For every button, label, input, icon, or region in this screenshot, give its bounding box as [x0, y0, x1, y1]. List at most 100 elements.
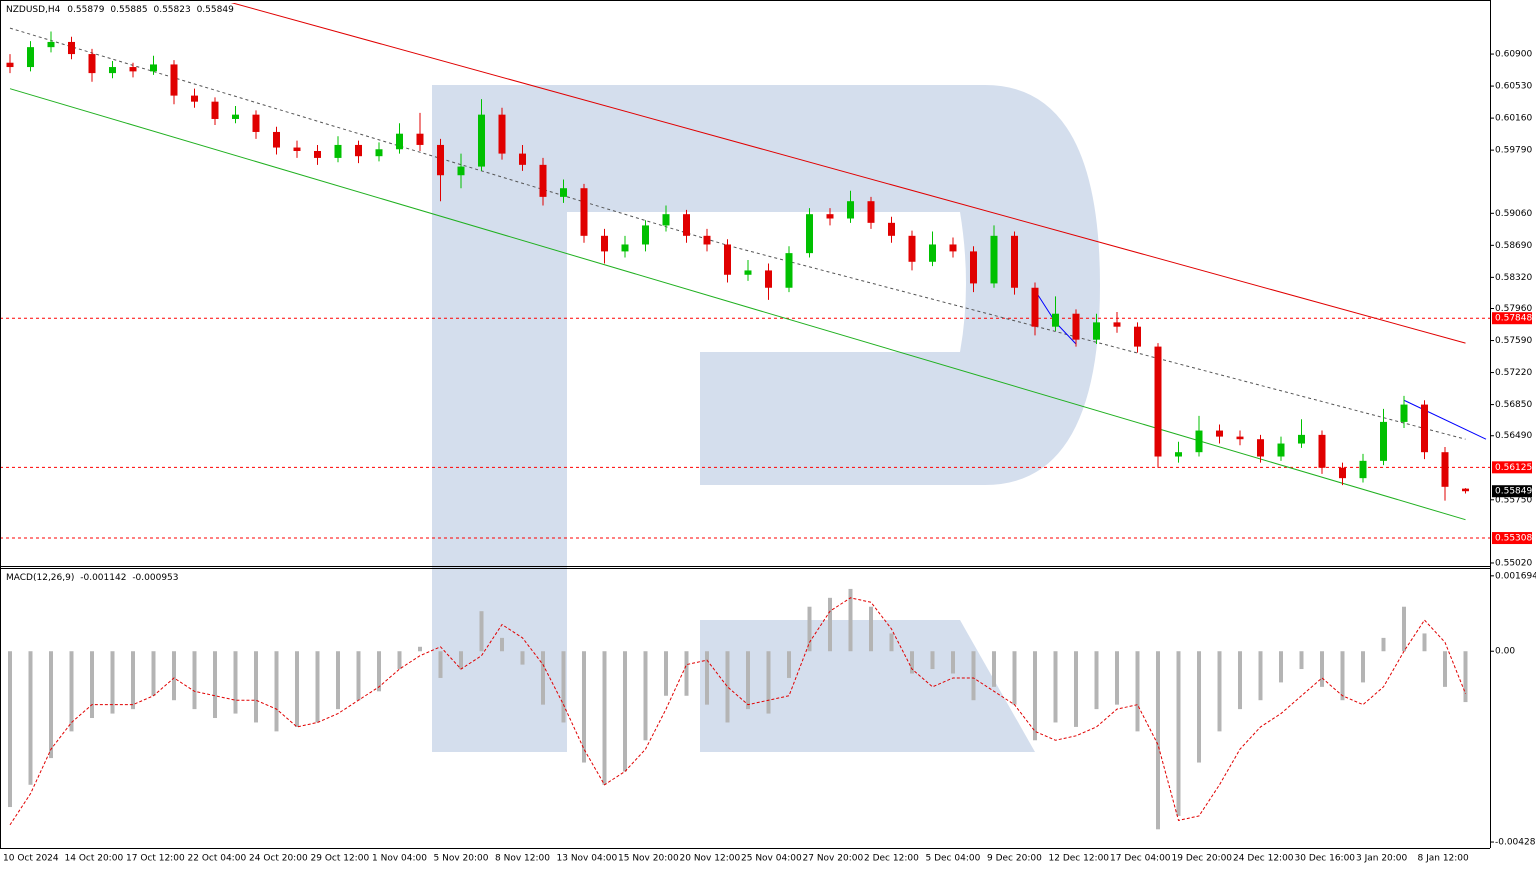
- macd-bar: [992, 651, 996, 687]
- macd-bar: [295, 651, 299, 727]
- candle-body: [1441, 452, 1449, 487]
- x-tick-label: 1 Nov 04:00: [372, 854, 427, 864]
- candle-body: [888, 222, 895, 236]
- macd-bar: [315, 651, 320, 723]
- macd-bar: [1115, 651, 1119, 705]
- price-label-box: [1492, 485, 1532, 498]
- macd-bar: [1258, 651, 1263, 701]
- macd-bar: [725, 651, 730, 723]
- macd-bar: [1381, 637, 1386, 652]
- macd-bar: [438, 651, 443, 678]
- candle-body: [478, 114, 485, 167]
- y-tick-label: 0.56850: [1495, 400, 1532, 410]
- x-tick-label: 15 Nov 20:00: [618, 854, 679, 864]
- candle-body: [744, 270, 752, 275]
- level-label: 0.56125: [1495, 463, 1532, 473]
- candle-body: [109, 67, 116, 74]
- x-tick-label: 8 Jan 12:00: [1418, 854, 1470, 864]
- candle-body: [785, 253, 793, 288]
- y-tick-label: 0.59060: [1495, 209, 1532, 219]
- candle-body: [1359, 460, 1367, 479]
- macd-bar: [1238, 651, 1242, 710]
- candle-body: [1216, 430, 1223, 437]
- candle-body: [355, 144, 362, 157]
- macd-bar: [541, 651, 545, 705]
- macd-bar: [151, 651, 156, 696]
- logo-shape: [700, 620, 1035, 752]
- y-tick-label: 0.60530: [1495, 82, 1532, 92]
- macd-bar: [356, 651, 361, 701]
- candle-body: [621, 244, 629, 252]
- candle-body: [27, 47, 34, 68]
- x-tick-label: 29 Oct 12:00: [311, 854, 370, 864]
- candle-body: [580, 188, 588, 236]
- macd-bar: [561, 651, 566, 723]
- macd-bar: [787, 651, 791, 678]
- macd-bar: [377, 651, 381, 692]
- candle-body: [191, 95, 198, 102]
- macd-bar: [397, 651, 402, 670]
- low-value: 0.55823: [153, 5, 190, 15]
- y-tick-label: 0.59790: [1495, 146, 1532, 156]
- macd-bar: [971, 651, 976, 701]
- candle-body: [539, 164, 547, 197]
- candle-body: [252, 114, 260, 132]
- candle-body: [232, 114, 239, 119]
- macd-bar: [1361, 651, 1365, 683]
- candle-body: [47, 41, 55, 48]
- macd-bar: [1094, 651, 1099, 710]
- macd-bar: [910, 651, 914, 674]
- candle-body: [601, 235, 608, 252]
- candle-body: [1318, 434, 1326, 468]
- x-tick-label: 3 Jan 20:00: [1356, 854, 1408, 864]
- y-tick-label: -0.004286: [1495, 838, 1536, 848]
- x-tick-label: 30 Dec 16:00: [1295, 854, 1356, 864]
- candle-body: [170, 64, 178, 96]
- candle-body: [457, 166, 465, 176]
- level-label: 0.57848: [1495, 314, 1532, 324]
- candle-body: [293, 147, 301, 151]
- macd-bar: [1279, 651, 1283, 683]
- macd-bar: [1156, 651, 1160, 830]
- x-tick-label: 5 Dec 04:00: [926, 854, 981, 864]
- level-label-box: [1492, 461, 1532, 474]
- candle-body: [1113, 322, 1121, 327]
- macd-bar: [336, 651, 340, 710]
- y-tick-label: 0.60160: [1495, 114, 1532, 124]
- candle-body: [1277, 443, 1285, 457]
- close-value: 0.55849: [197, 5, 234, 15]
- x-tick-label: 20 Nov 12:00: [680, 854, 741, 864]
- y-tick-label: 0.57960: [1495, 304, 1532, 314]
- candle-body: [847, 201, 854, 219]
- candle-body: [1072, 313, 1080, 340]
- chart-header: NZDUSD,H4 0.55879 0.55885 0.55823 0.5584…: [6, 5, 234, 15]
- candle-body: [1298, 434, 1305, 444]
- x-tick-label: 24 Dec 12:00: [1233, 854, 1294, 864]
- candle-body: [1093, 322, 1100, 340]
- macd-bar: [274, 651, 279, 732]
- macd-bar: [1402, 606, 1406, 652]
- candle-body: [150, 64, 157, 72]
- candle-body: [375, 149, 383, 157]
- x-tick-label: 13 Nov 04:00: [557, 854, 618, 864]
- macd-bar: [131, 651, 135, 710]
- macd-bar: [705, 651, 709, 705]
- candle-body: [806, 214, 813, 254]
- candle-body: [1011, 235, 1018, 288]
- price-plot: [0, 3, 1490, 539]
- x-tick-label: 8 Nov 12:00: [495, 854, 550, 864]
- macd-bar: [1135, 651, 1140, 732]
- macd-bar: [49, 651, 53, 759]
- macd-bar: [459, 651, 463, 670]
- candle-body: [990, 235, 998, 284]
- macd-bar: [1217, 651, 1222, 732]
- macd-bar: [930, 651, 935, 670]
- candle-body: [1380, 421, 1387, 461]
- candle-body: [949, 244, 957, 252]
- macd-bar: [90, 651, 94, 719]
- candle-body: [334, 144, 342, 158]
- trend-line: [230, 3, 1466, 344]
- macd-bar: [254, 651, 258, 723]
